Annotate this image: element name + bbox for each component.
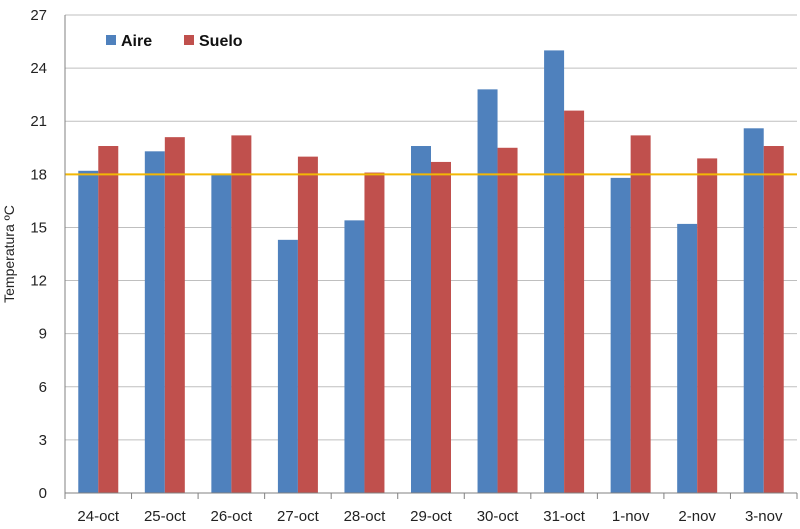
bar-aire-24-oct	[78, 170, 99, 493]
bar-suelo-1-nov	[630, 135, 651, 493]
axes: 0 3 6 9 12 15 18 21 24 27 24-oct 25-oct 26-oct 27-oct…	[30, 7, 798, 525]
bar-aire-27-oct	[277, 239, 298, 493]
y-tick-label: 9	[39, 326, 47, 343]
legend-swatch-aire	[106, 35, 116, 45]
y-tick-label: 21	[30, 113, 47, 130]
x-tick-label: 26-oct	[211, 508, 254, 525]
bar-aire-25-oct	[144, 151, 165, 493]
bar-suelo-26-oct	[231, 135, 252, 493]
bar-suelo-25-oct	[164, 137, 185, 493]
x-tick-label: 29-oct	[410, 508, 453, 525]
bars	[78, 50, 784, 494]
y-tick-label: 12	[30, 273, 47, 290]
y-tick-label: 24	[30, 60, 47, 77]
x-tick-label: 2-nov	[678, 508, 716, 525]
bar-suelo-2-nov	[697, 158, 718, 493]
bar-suelo-30-oct	[497, 147, 518, 493]
y-tick-label: 3	[39, 432, 47, 449]
y-tick-label: 15	[30, 219, 47, 236]
bar-aire-30-oct	[477, 89, 498, 493]
bar-suelo-31-oct	[564, 110, 585, 493]
x-tick-label: 24-oct	[77, 508, 120, 525]
y-tick-label: 6	[39, 379, 47, 396]
bar-aire-31-oct	[544, 50, 565, 493]
bar-aire-29-oct	[411, 146, 431, 494]
legend: Aire Suelo	[106, 33, 243, 50]
bar-suelo-28-oct	[364, 172, 385, 493]
bar-suelo-24-oct	[98, 146, 119, 494]
bar-aire-3-nov	[743, 128, 764, 493]
x-tick-label: 1-nov	[612, 508, 650, 525]
x-tick-label: 27-oct	[277, 508, 320, 525]
y-tick-label: 18	[30, 166, 47, 183]
legend-swatch-suelo	[184, 35, 194, 45]
y-tick-label: 27	[30, 7, 47, 24]
bar-aire-28-oct	[344, 220, 365, 493]
x-tick-label: 28-oct	[344, 508, 387, 525]
legend-label-suelo: Suelo	[199, 33, 243, 50]
x-tick-label: 25-oct	[144, 508, 187, 525]
x-tick-label: 31-oct	[543, 508, 586, 525]
x-tick-label: 3-nov	[745, 508, 783, 525]
x-tick-label: 30-oct	[477, 508, 520, 525]
legend-label-aire: Aire	[121, 33, 152, 50]
bar-aire-2-nov	[677, 223, 698, 494]
bar-suelo-3-nov	[763, 146, 784, 494]
bar-suelo-27-oct	[297, 156, 318, 493]
y-tick-label: 0	[39, 485, 47, 502]
bar-suelo-29-oct	[431, 161, 451, 493]
bar-aire-26-oct	[211, 174, 232, 494]
bar-aire-1-nov	[610, 177, 631, 493]
y-axis-label: Temperatura ºC	[1, 205, 17, 303]
